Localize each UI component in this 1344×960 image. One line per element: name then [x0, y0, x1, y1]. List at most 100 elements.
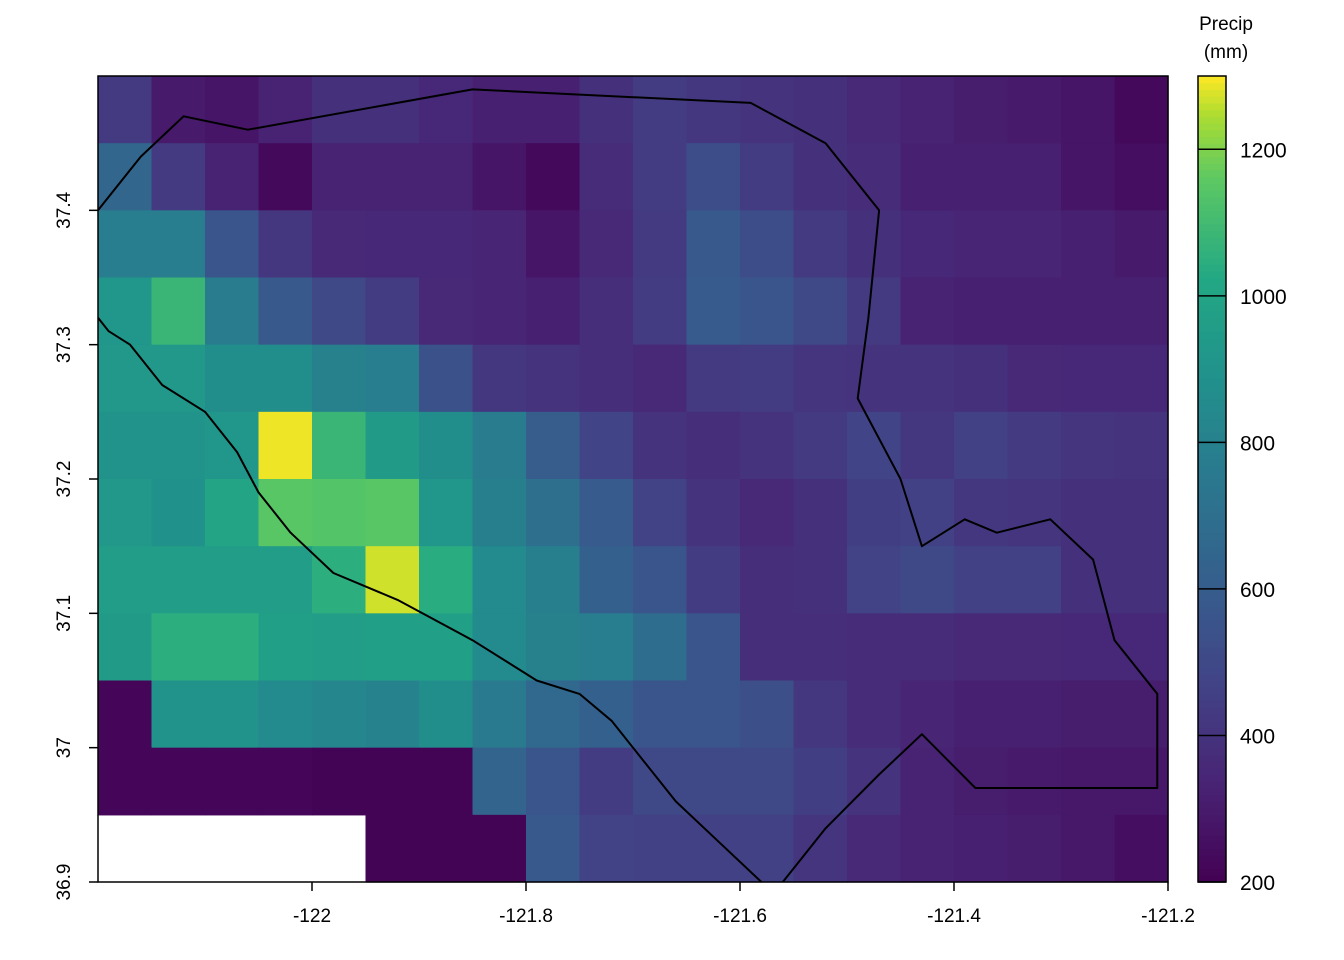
raster-cell [1061, 411, 1116, 480]
raster-cell [472, 143, 527, 211]
raster-cell [740, 747, 795, 816]
colorbar-segment [1198, 633, 1226, 641]
raster-cell [312, 613, 367, 682]
colorbar-segment [1198, 304, 1226, 312]
colorbar-segment [1198, 620, 1226, 628]
colorbar-legend: Precip (mm) 200 400 600 800 1000 1200 [1197, 14, 1287, 895]
colorbar-segment [1198, 700, 1226, 708]
colorbar-segment [1198, 794, 1226, 802]
raster-cell [740, 479, 795, 547]
raster-cell [312, 411, 367, 480]
raster-cell [633, 680, 688, 749]
colorbar-segment [1198, 264, 1226, 272]
raster-cell [365, 546, 420, 614]
colorbar-segment [1198, 344, 1226, 352]
raster-cell [205, 76, 260, 144]
raster-cell [472, 546, 527, 614]
raster-cell [793, 76, 848, 144]
raster-cell [526, 344, 581, 413]
raster-cell [472, 344, 527, 413]
raster-cell [205, 546, 260, 614]
colorbar-segment [1198, 102, 1226, 111]
raster-cell [526, 411, 581, 480]
raster-cell [579, 814, 634, 883]
raster-cell [579, 143, 634, 211]
raster-cell [1007, 680, 1062, 749]
colorbar-segment [1198, 727, 1226, 735]
colorbar-segment [1198, 116, 1226, 124]
colorbar-segment [1198, 680, 1226, 688]
colorbar-segment [1198, 720, 1226, 729]
raster-cell [954, 210, 1009, 279]
raster-cell [526, 479, 581, 547]
raster-cell [633, 143, 688, 211]
raster-cell [1114, 747, 1169, 816]
raster-cell [847, 479, 902, 547]
colorbar-segment [1198, 781, 1226, 789]
raster-cell [1007, 411, 1062, 480]
raster-cell [686, 814, 741, 883]
raster-cell [151, 613, 206, 682]
raster-cell [205, 344, 260, 413]
raster-cell [312, 344, 367, 413]
raster-cell [98, 344, 153, 413]
raster-cell [151, 479, 206, 547]
legend-title-line1: Precip [1199, 14, 1253, 35]
raster-cell [633, 210, 688, 279]
colorbar-segment [1198, 190, 1226, 198]
raster-cell [312, 479, 367, 547]
raster-cell [365, 747, 420, 816]
raster-cell [793, 344, 848, 413]
raster-cell [365, 143, 420, 211]
raster-cell [579, 747, 634, 816]
raster-cell [686, 411, 741, 480]
raster-cell [633, 613, 688, 682]
raster-cell [633, 479, 688, 547]
raster-cell [847, 76, 902, 144]
raster-cell [472, 479, 527, 547]
colorbar-segment [1198, 398, 1226, 406]
colorbar-segment [1198, 519, 1226, 527]
x-tick-label: -121.2 [1141, 906, 1195, 927]
raster-cell [793, 814, 848, 883]
raster-cell [686, 613, 741, 682]
raster-cell [205, 747, 260, 816]
raster-cell [151, 747, 206, 816]
raster-cell [579, 546, 634, 614]
colorbar-segment [1198, 337, 1226, 346]
raster-cell [1061, 613, 1116, 682]
raster-cell [1114, 613, 1169, 682]
colorbar-segment [1198, 559, 1226, 567]
colorbar-tick-label: 1200 [1240, 139, 1287, 162]
raster-cell [793, 277, 848, 346]
raster-cell [686, 344, 741, 413]
x-tick-label: -121.6 [713, 906, 767, 927]
colorbar-segment [1198, 136, 1226, 144]
colorbar-segment [1198, 458, 1226, 467]
colorbar-segment [1198, 418, 1226, 426]
raster-cell [205, 680, 260, 749]
raster-cell [633, 814, 688, 883]
raster-cell [1007, 344, 1062, 413]
colorbar-segment [1198, 290, 1226, 299]
raster-cell [847, 277, 902, 346]
colorbar-segment [1198, 526, 1226, 534]
raster-cell [205, 210, 260, 279]
colorbar-segment [1198, 492, 1226, 500]
raster-cell [98, 546, 153, 614]
raster-cell [793, 210, 848, 279]
raster-cell [954, 277, 1009, 346]
colorbar-segment [1198, 848, 1226, 856]
colorbar-segment [1198, 714, 1226, 722]
raster-cell [472, 411, 527, 480]
colorbar-segment [1198, 230, 1226, 238]
raster-cell [740, 814, 795, 883]
raster-cells [98, 76, 1169, 883]
raster-cell [258, 411, 313, 480]
raster-cell [472, 76, 527, 144]
raster-cell [793, 143, 848, 211]
colorbar-segment [1198, 687, 1226, 695]
colorbar-segment [1198, 653, 1226, 661]
colorbar-segment [1198, 512, 1226, 520]
colorbar-segment [1198, 431, 1226, 440]
